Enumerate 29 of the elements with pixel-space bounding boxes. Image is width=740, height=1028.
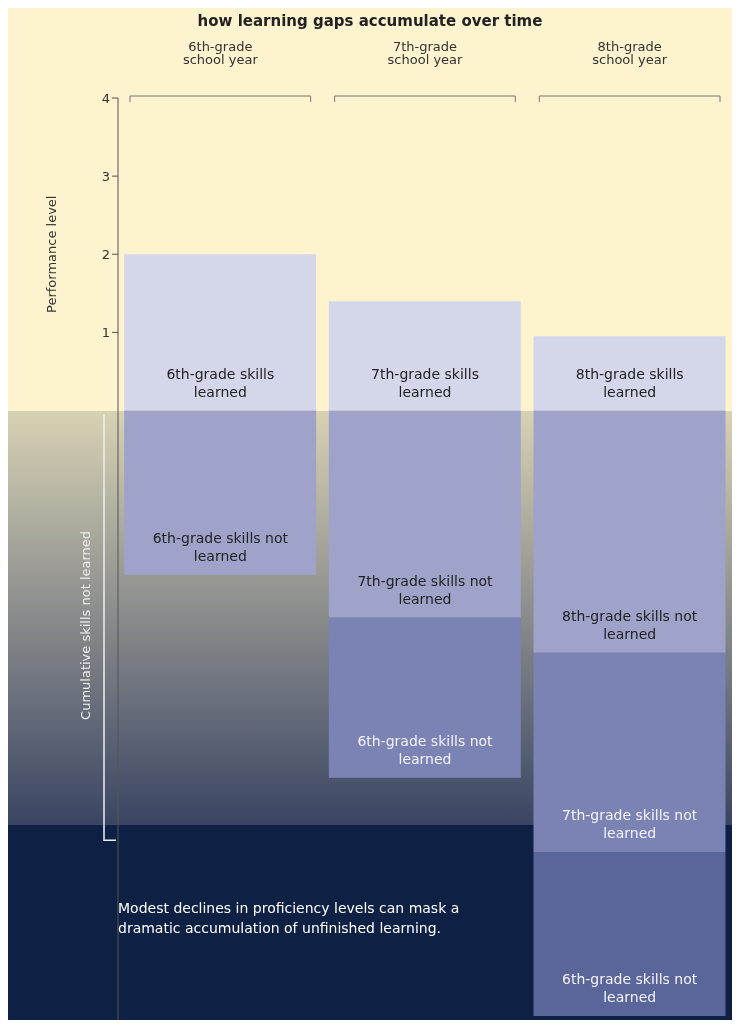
annotation: 6th-grade skills not learned xyxy=(152,529,289,564)
bar xyxy=(124,254,317,411)
annotation: 6th-grade skills learned xyxy=(166,365,275,400)
x-tick-label: 7th-grade school year xyxy=(387,39,464,68)
y-axis-title: Performance level xyxy=(44,195,59,313)
annotation: 6th-grade skills not learned xyxy=(562,971,698,1006)
annotation: Cumulative skills not learned xyxy=(78,530,93,720)
annotation: 6th-grade skills not learned xyxy=(357,732,494,767)
bar xyxy=(328,301,521,411)
x-tick-label: 8th-grade school year xyxy=(592,39,668,68)
annotation: 7th-grade skills not learned xyxy=(562,807,698,842)
annotation: 7th-grade skills learned xyxy=(371,365,479,400)
bar xyxy=(328,410,521,618)
bar xyxy=(533,852,726,1017)
x-tick-label: 6th-grade school year xyxy=(182,39,259,68)
y-tick-label: 2 xyxy=(101,246,110,262)
annotation: Modest declines in proficiency levels can mask a dramatic accumulation of unfinished learning. xyxy=(118,899,460,936)
annotation: 7th-grade skills not learned xyxy=(357,572,494,607)
y-tick-label: 1 xyxy=(101,325,110,341)
bar xyxy=(533,336,726,411)
bar xyxy=(533,652,726,853)
y-tick-label: 3 xyxy=(101,168,110,184)
bar xyxy=(328,617,521,778)
y-tick-label: 4 xyxy=(101,90,110,106)
annotation: 8th-grade skills learned xyxy=(575,365,684,400)
bar xyxy=(533,410,726,653)
chart-title: how learning gaps accumulate over time xyxy=(196,12,544,30)
bar xyxy=(124,410,317,575)
annotation: 8th-grade skills not learned xyxy=(562,607,698,642)
